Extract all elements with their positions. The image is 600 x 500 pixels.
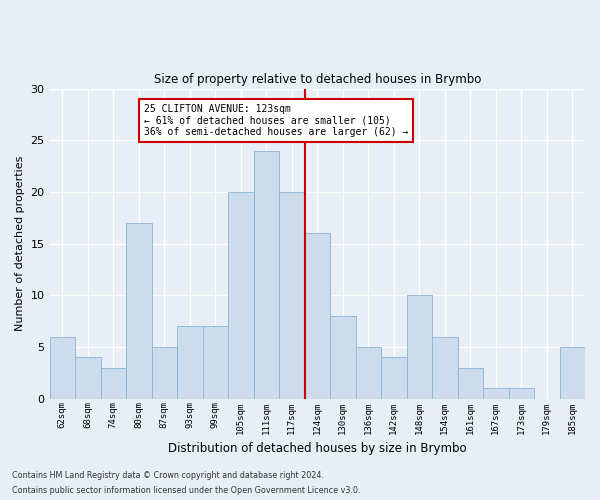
Bar [203, 326, 228, 398]
Bar [407, 296, 432, 399]
Text: 25 CLIFTON AVENUE: 123sqm
← 61% of detached houses are smaller (105)
36% of semi: 25 CLIFTON AVENUE: 123sqm ← 61% of detac… [144, 104, 408, 138]
Bar [432, 336, 458, 398]
Y-axis label: Number of detached properties: Number of detached properties [15, 156, 25, 332]
Text: Contains HM Land Registry data © Crown copyright and database right 2024.: Contains HM Land Registry data © Crown c… [12, 471, 324, 480]
X-axis label: Distribution of detached houses by size in Brymbo: Distribution of detached houses by size … [168, 442, 467, 455]
Bar [381, 358, 407, 399]
Bar [50, 336, 75, 398]
Bar [254, 150, 279, 398]
Bar [101, 368, 126, 398]
Bar [279, 192, 305, 398]
Bar [305, 234, 330, 398]
Bar [458, 368, 483, 398]
Bar [330, 316, 356, 398]
Bar [509, 388, 534, 398]
Title: Size of property relative to detached houses in Brymbo: Size of property relative to detached ho… [154, 73, 481, 86]
Text: Contains public sector information licensed under the Open Government Licence v3: Contains public sector information licen… [12, 486, 361, 495]
Bar [560, 347, 585, 399]
Bar [356, 347, 381, 399]
Bar [75, 358, 101, 399]
Bar [152, 347, 177, 399]
Bar [228, 192, 254, 398]
Bar [126, 223, 152, 398]
Bar [483, 388, 509, 398]
Bar [177, 326, 203, 398]
